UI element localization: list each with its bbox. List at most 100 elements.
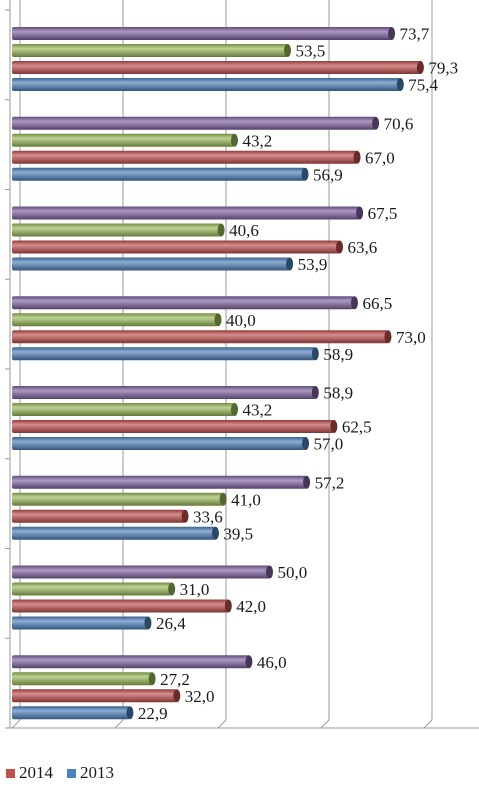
bar-end-cap <box>311 386 319 399</box>
legend-item-2014: 2014 <box>6 763 53 783</box>
bar <box>12 616 148 630</box>
bar-value-label: 63,6 <box>348 238 378 257</box>
bar-end-cap <box>416 61 424 74</box>
bar-chart: 73,7 53,5 79,375,4 70,6 43,2 67,0 56,9 67,5 40,6… <box>5 0 479 729</box>
bar-value-label: 62,5 <box>342 418 372 437</box>
bar-value-label: 57,0 <box>314 435 344 454</box>
bar-end-cap <box>330 420 338 433</box>
bar-value-label: 75,4 <box>408 76 438 95</box>
bar-value-label: 58,9 <box>323 384 353 403</box>
bar-value-label: 53,9 <box>298 255 328 274</box>
bar <box>12 133 235 147</box>
bar-end-cap <box>372 116 380 130</box>
bar <box>12 386 316 399</box>
bar-value-label: 53,5 <box>296 42 326 61</box>
bar-value-label: 39,5 <box>223 524 253 543</box>
bar-end-cap <box>219 492 227 506</box>
bar-end-cap <box>396 78 404 91</box>
bar <box>12 475 307 489</box>
gridline-depth <box>423 719 433 729</box>
legend-swatch-2013 <box>67 768 76 778</box>
bar-end-cap <box>350 296 358 310</box>
bar-end-cap <box>181 509 189 523</box>
bar <box>12 672 153 686</box>
bar <box>12 206 360 220</box>
bar <box>12 689 177 703</box>
bar <box>12 116 376 130</box>
bar <box>12 44 288 57</box>
bar <box>12 223 222 237</box>
bar <box>12 565 270 579</box>
bar-value-label: 22,9 <box>138 704 168 723</box>
bar-end-cap <box>211 526 219 540</box>
bar-end-cap <box>148 672 156 686</box>
bar-end-cap <box>224 599 232 613</box>
bar <box>12 61 421 74</box>
bar-end-cap <box>230 403 238 416</box>
bar-end-cap <box>286 257 294 271</box>
legend: 2014 2013 <box>6 762 128 784</box>
bar <box>12 526 216 540</box>
bar-value-label: 40,0 <box>226 311 256 330</box>
bar <box>12 78 401 91</box>
bar <box>12 150 358 164</box>
bar-end-cap <box>311 347 319 361</box>
bar-value-label: 32,0 <box>185 687 215 706</box>
bar-end-cap <box>284 44 292 57</box>
bar-value-label: 73,0 <box>396 328 426 347</box>
bar-end-cap <box>301 167 309 181</box>
bar <box>12 240 340 254</box>
bar <box>12 655 249 669</box>
bar-end-cap <box>245 655 253 669</box>
bar-value-label: 31,0 <box>180 580 210 599</box>
bar-value-label: 40,6 <box>229 221 259 240</box>
bar <box>12 582 172 596</box>
bar-value-label: 73,7 <box>400 25 430 44</box>
legend-swatch-2014 <box>6 768 15 778</box>
bar-value-label: 66,5 <box>362 294 392 313</box>
bar-end-cap <box>388 27 396 40</box>
bar-value-label: 67,0 <box>365 148 395 167</box>
bar-end-cap <box>173 689 181 703</box>
gridline-depth <box>320 719 330 729</box>
bar-end-cap <box>302 437 310 450</box>
bar-value-label: 33,6 <box>193 507 223 526</box>
bar <box>12 330 388 344</box>
bar-end-cap <box>144 616 152 630</box>
bar-value-label: 58,9 <box>323 345 353 364</box>
bar <box>12 509 186 523</box>
gridline-depth <box>217 719 227 729</box>
bar-value-label: 70,6 <box>384 114 414 133</box>
bar-value-label: 56,9 <box>313 165 343 184</box>
labels-layer: 73,7 53,5 79,375,4 70,6 43,2 67,0 56,9 67,5 40,6… <box>138 25 458 723</box>
bar-end-cap <box>217 223 225 237</box>
bar-value-label: 67,5 <box>368 204 398 223</box>
bar <box>12 296 355 310</box>
legend-label-2014: 2014 <box>19 763 53 782</box>
bar-end-cap <box>356 206 364 220</box>
bar-end-cap <box>168 582 176 596</box>
bar-value-label: 57,2 <box>315 473 345 492</box>
bar <box>12 347 316 361</box>
bar-end-cap <box>336 240 344 254</box>
bar-end-cap <box>266 565 273 579</box>
bar <box>12 27 392 40</box>
bars-layer <box>12 27 424 720</box>
bar-end-cap <box>303 475 311 489</box>
bar-value-label: 26,4 <box>156 614 186 633</box>
bar-value-label: 27,2 <box>160 670 190 689</box>
bar <box>12 403 235 416</box>
bar <box>12 313 218 327</box>
bar <box>12 437 306 450</box>
gridline-depth <box>114 719 124 729</box>
bar <box>12 706 130 720</box>
bar-value-label: 42,0 <box>236 597 266 616</box>
legend-item-2013: 2013 <box>67 763 114 783</box>
bar-end-cap <box>353 150 361 164</box>
bar-value-label: 43,2 <box>242 131 272 150</box>
bar-end-cap <box>214 313 222 327</box>
bar <box>12 257 290 271</box>
bar-value-label: 79,3 <box>428 59 458 78</box>
bar-end-cap <box>230 133 238 147</box>
bar-value-label: 50,0 <box>278 563 308 582</box>
